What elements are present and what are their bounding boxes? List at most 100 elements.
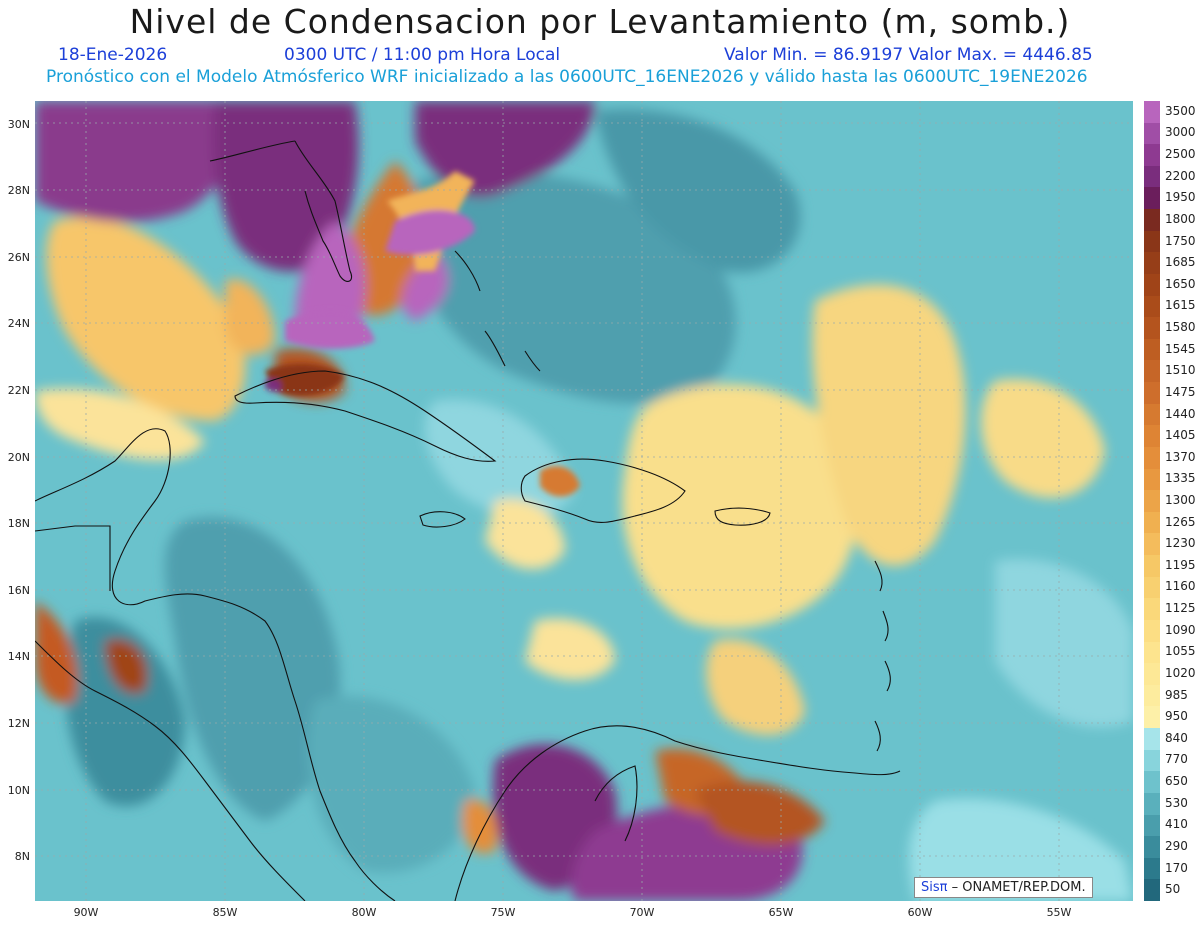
lat-label: 12N [7, 717, 30, 730]
colorbar-label: 1685 [1165, 255, 1196, 270]
graticule [35, 101, 1133, 901]
colorbar-label: 1440 [1165, 406, 1196, 421]
colorbar-label: 1950 [1165, 190, 1196, 205]
colorbar-label: 3500 [1165, 103, 1196, 118]
lat-label: 30N [7, 118, 30, 131]
colorbar-swatch [1144, 144, 1160, 167]
colorbar-swatch [1144, 425, 1160, 448]
colorbar-label: 2200 [1165, 168, 1196, 183]
coastlines [35, 140, 901, 901]
colorbar-swatch [1144, 749, 1160, 772]
colorbar-label: 1750 [1165, 233, 1196, 248]
lon-label: 70W [629, 906, 655, 919]
colorbar-label: 170 [1165, 860, 1188, 875]
colorbar-swatch [1144, 187, 1160, 210]
colorbar-swatch [1144, 533, 1160, 556]
colorbar-swatch [1144, 663, 1160, 686]
lat-label: 18N [7, 517, 30, 530]
colorbar-label: 1125 [1165, 601, 1196, 616]
map-title: Nivel de Condensacion por Levantamiento … [129, 2, 1071, 41]
colorbar-label: 840 [1165, 730, 1188, 745]
colorbar-label: 1580 [1165, 320, 1196, 335]
lat-label: 10N [7, 784, 30, 797]
colorbar-swatch [1144, 814, 1160, 837]
lon-label: 75W [490, 906, 516, 919]
forecast-time: 0300 UTC / 11:00 pm Hora Local [284, 45, 561, 65]
lon-label: 90W [73, 906, 99, 919]
colorbar-label: 1800 [1165, 211, 1196, 226]
colorbar-swatch [1144, 771, 1160, 794]
colorbar-swatch [1144, 101, 1160, 124]
map-panel[interactable] [35, 101, 1133, 901]
credit-box: Sisπ – ONAMET/REP.DOM. [914, 877, 1093, 898]
colorbar-swatch [1144, 338, 1160, 361]
lon-label: 65W [768, 906, 794, 919]
colorbar-label: 410 [1165, 817, 1188, 832]
colorbar-label: 1195 [1165, 557, 1196, 572]
colorbar-swatch [1144, 511, 1160, 534]
colorbar-label: 1160 [1165, 579, 1196, 594]
colorbar-swatch [1144, 857, 1160, 880]
colorbar-label: 950 [1165, 709, 1188, 724]
colorbar-swatch [1144, 360, 1160, 383]
min-max-values: Valor Min. = 86.9197 Valor Max. = 4446.8… [724, 45, 1093, 65]
colorbar-swatch [1144, 490, 1160, 513]
lon-label: 85W [212, 906, 238, 919]
colorbar-swatch [1144, 209, 1160, 232]
colorbar-label: 1090 [1165, 622, 1196, 637]
colorbar-swatch [1144, 576, 1160, 599]
lon-label: 80W [351, 906, 377, 919]
colorbar-swatch [1144, 728, 1160, 751]
colorbar-label: 1300 [1165, 493, 1196, 507]
lat-label: 20N [7, 451, 30, 464]
colorbar-swatch [1144, 382, 1160, 405]
colorbar-label: 530 [1165, 795, 1188, 810]
colorbar-label: 1335 [1165, 471, 1196, 486]
colorbar-swatch [1144, 295, 1160, 318]
lon-label: 60W [907, 906, 933, 919]
colorbar-swatch [1144, 468, 1160, 491]
colorbar-label: 1510 [1165, 363, 1196, 378]
colorbar-swatch [1144, 641, 1160, 664]
colorbar-swatch [1144, 403, 1160, 426]
colorbar-swatch [1144, 252, 1160, 275]
colorbar-label: 2500 [1165, 147, 1196, 162]
colorbar-swatch [1144, 122, 1160, 145]
colorbar-swatch [1144, 792, 1160, 815]
colorbar-label: 770 [1165, 752, 1188, 767]
model-info-line: Pronóstico con el Modelo Atmósferico WRF… [46, 67, 1088, 87]
colorbar-swatch [1144, 836, 1160, 859]
colorbar-label: 650 [1165, 774, 1188, 789]
colorbar-label: 50 [1165, 882, 1181, 897]
colorbar-swatch [1144, 619, 1160, 643]
colorbar-swatch [1144, 273, 1160, 297]
colorbar-label: 1370 [1165, 449, 1196, 464]
colorbar-swatch [1144, 879, 1160, 902]
colorbar [1144, 101, 1160, 902]
credit-brand: Sisπ [921, 880, 948, 895]
forecast-date: 18-Ene-2026 [58, 45, 168, 65]
colorbar-label: 1615 [1165, 298, 1196, 313]
colorbar-swatch [1144, 555, 1160, 578]
colorbar-label: 985 [1165, 687, 1188, 702]
colorbar-label: 1650 [1165, 276, 1196, 291]
colorbar-swatch [1144, 446, 1160, 470]
lat-label: 22N [7, 384, 30, 397]
lcl-shaded-map [35, 101, 1133, 901]
colorbar-label: 1545 [1165, 341, 1196, 356]
colorbar-label: 1055 [1165, 644, 1196, 659]
colorbar-label: 1265 [1165, 514, 1196, 529]
colorbar-swatch [1144, 598, 1160, 621]
lon-label: 55W [1046, 906, 1072, 919]
lat-label: 16N [7, 584, 30, 597]
colorbar-label: 1230 [1165, 536, 1196, 551]
colorbar-label: 290 [1165, 838, 1188, 853]
colorbar-swatch [1144, 230, 1160, 253]
colorbar-label: 1020 [1165, 665, 1196, 680]
credit-text: – ONAMET/REP.DOM. [947, 880, 1086, 895]
lat-label: 26N [7, 251, 30, 264]
colorbar-swatch [1144, 706, 1160, 729]
colorbar-swatch [1144, 165, 1160, 188]
colorbar-label: 3000 [1165, 125, 1196, 140]
lat-label: 8N [14, 850, 30, 863]
